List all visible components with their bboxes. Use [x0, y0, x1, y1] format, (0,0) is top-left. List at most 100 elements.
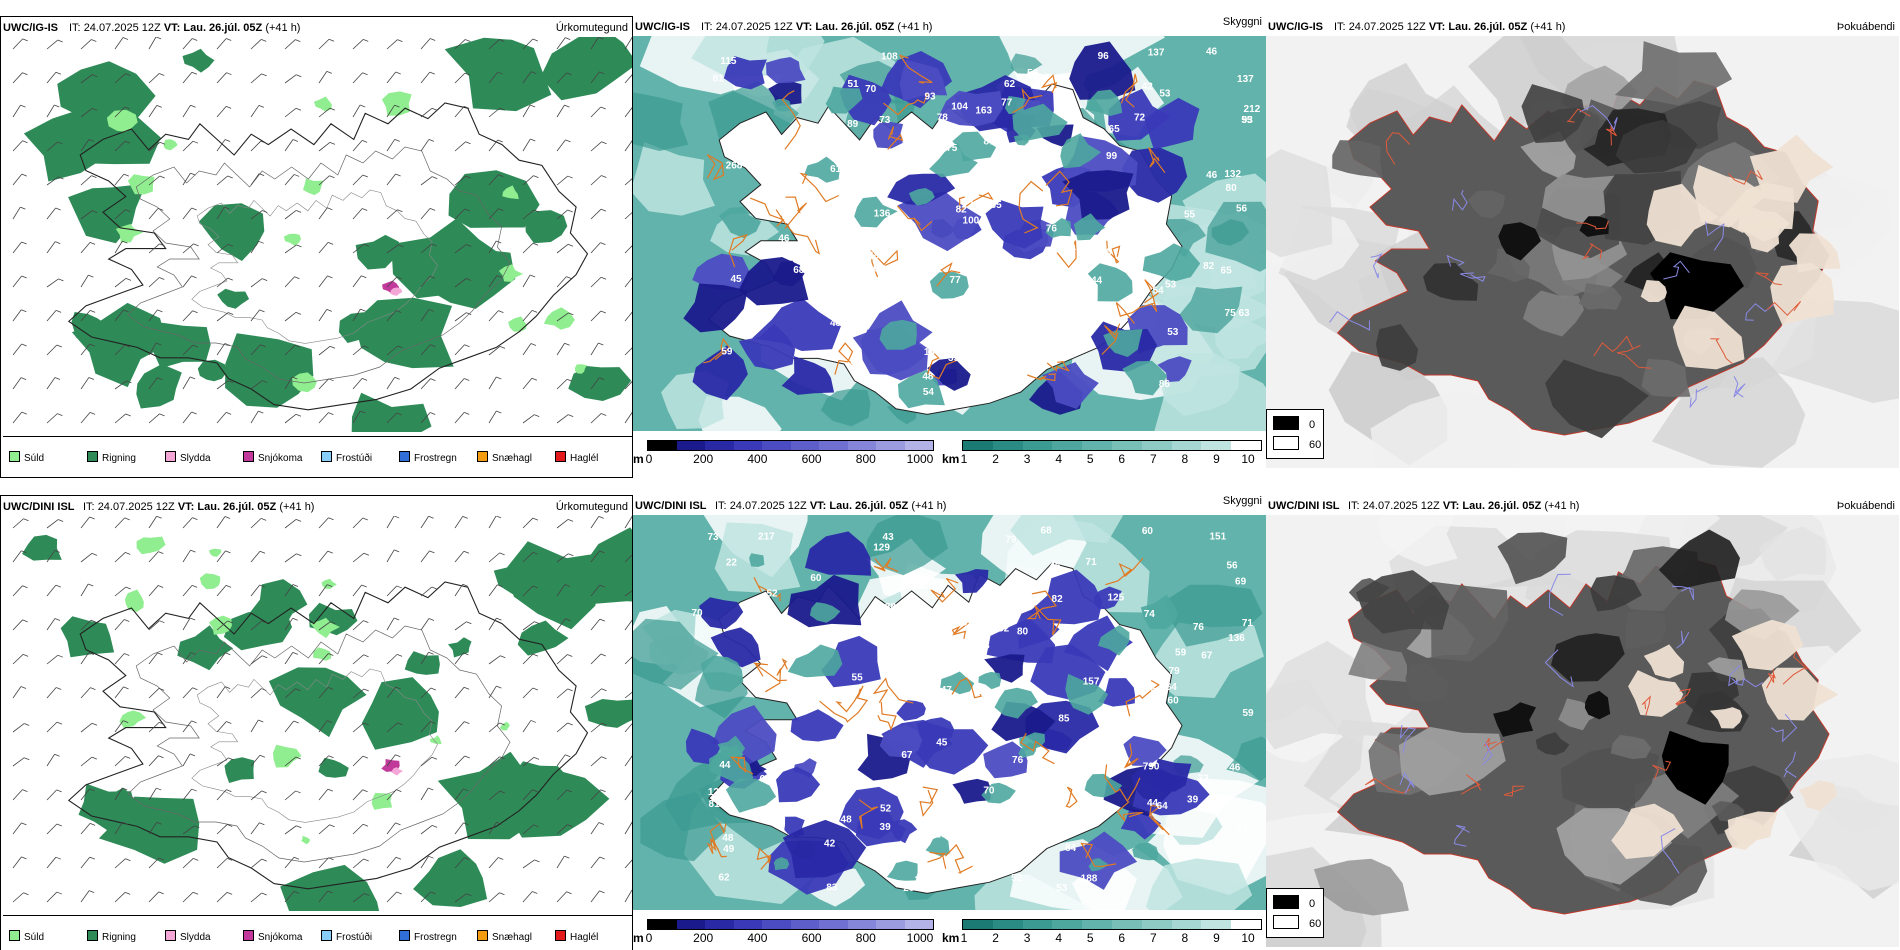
legend-item: Frostregn	[399, 930, 457, 943]
field-blob	[1375, 515, 1458, 567]
wind-barb	[46, 618, 56, 631]
cloud-base-label: 67	[901, 750, 913, 761]
field-blob	[208, 615, 232, 635]
wind-barb-tick	[124, 517, 130, 521]
wind-barb	[556, 209, 568, 220]
wind-barb	[182, 243, 194, 254]
wind-barb-tick	[395, 856, 402, 860]
wind-barb-tick	[463, 686, 470, 690]
wind-barb-tick	[91, 175, 97, 179]
wind-barb	[284, 756, 297, 767]
cloud-base-label: 65	[1221, 265, 1233, 276]
wind-barb	[624, 107, 632, 118]
field-blob	[1131, 766, 1180, 804]
wind-barb-tick	[496, 617, 502, 621]
cloud-base-label: 64	[1018, 591, 1030, 602]
road-line	[1728, 170, 1763, 185]
wind-barb-tick	[326, 309, 332, 312]
cloud-base-label: 120	[962, 200, 979, 211]
field-blob	[766, 57, 806, 84]
wind-barb	[148, 822, 158, 835]
cloud-base-label: 51	[1237, 822, 1249, 833]
cloud-base-label: 56	[1226, 560, 1238, 571]
wind-barb-tick	[464, 857, 470, 861]
cloud-base-label: 67	[1201, 651, 1213, 662]
wind-barb-tick	[225, 584, 232, 588]
wind-barb	[386, 516, 395, 529]
wind-barb-tick	[89, 823, 96, 826]
panel-header: UWC/IG-IS IT: 24.07.2025 12Z VT: Lau. 26…	[1266, 16, 1899, 36]
wind-barb-tick	[292, 376, 298, 380]
wind-barb-tick	[498, 857, 504, 860]
road-line	[877, 701, 897, 731]
legend-item: Slydda	[165, 930, 211, 943]
wind-barb	[454, 621, 467, 631]
wind-barb-tick	[531, 377, 538, 381]
field-blob	[1658, 529, 1740, 590]
wind-barb-tick	[567, 519, 574, 522]
wind-barb	[12, 140, 23, 152]
colorbar-tick-label: 3	[1023, 931, 1031, 945]
colorbar-strip	[647, 440, 934, 451]
field-blob	[321, 578, 337, 589]
wind-barb	[114, 278, 127, 288]
field-blob	[1788, 233, 1841, 273]
cloud-base-label: 77	[950, 275, 962, 286]
wind-barb-tick	[532, 551, 539, 555]
wind-barb-tick	[124, 891, 131, 895]
wind-barb	[284, 519, 297, 529]
field-blob	[1661, 730, 1729, 805]
wind-barb-tick	[396, 585, 402, 589]
wind-barb	[182, 825, 195, 835]
field-blob	[1370, 390, 1523, 468]
wind-barb	[488, 39, 500, 50]
cloud-base-label: 46	[961, 398, 973, 409]
legend-item: Frostúði	[321, 451, 372, 464]
field-blob	[1646, 183, 1720, 247]
wind-barb-tick	[225, 412, 232, 415]
road-line	[1040, 74, 1058, 94]
wind-barb-tick	[397, 653, 403, 657]
field-blob	[517, 620, 569, 656]
product-name: Úrkomutegund	[555, 22, 628, 34]
colorbar-step	[963, 920, 993, 929]
field-blob	[1087, 263, 1133, 302]
field-blob	[787, 644, 843, 678]
road-line	[1148, 147, 1166, 174]
field-blob	[1611, 803, 1684, 859]
legend-label: Rigning	[102, 932, 136, 943]
cloud-base-label: 188	[879, 602, 896, 613]
cloud-base-label: 111	[947, 321, 963, 332]
colorbar-step	[847, 441, 876, 450]
wind-barb	[318, 550, 329, 563]
wind-barb	[590, 584, 601, 597]
road-line	[930, 577, 959, 603]
field-blob	[1651, 357, 1806, 468]
wind-barb-tick	[431, 107, 438, 111]
wind-barb	[318, 142, 331, 152]
wind-barb-tick	[566, 378, 573, 382]
cloud-base-label: 115	[720, 56, 737, 67]
wind-barb	[318, 275, 328, 288]
wind-barb	[80, 756, 93, 767]
wind-barb-tick	[295, 39, 301, 42]
field-blob	[124, 589, 144, 612]
wind-barb	[590, 516, 600, 529]
road-line	[898, 54, 933, 84]
cloud-base-label: 157	[1083, 677, 1100, 688]
wind-barb	[352, 654, 364, 665]
wind-barb	[284, 652, 294, 665]
wind-barb-tick	[295, 413, 302, 417]
colorbar-tick-label: 800	[855, 452, 876, 466]
map-layer	[1266, 515, 1899, 947]
wind-barb	[250, 655, 263, 665]
wind-barb	[284, 244, 297, 254]
wind-barb	[556, 789, 568, 801]
field-blob	[891, 819, 918, 844]
cloud-base-label: 50	[931, 667, 943, 678]
colorbar-unit: km	[942, 452, 960, 466]
cloud-base-label: 53	[1056, 883, 1068, 894]
wind-barb	[114, 686, 124, 699]
wind-barb-tick	[498, 174, 504, 177]
road-line	[1329, 311, 1371, 331]
